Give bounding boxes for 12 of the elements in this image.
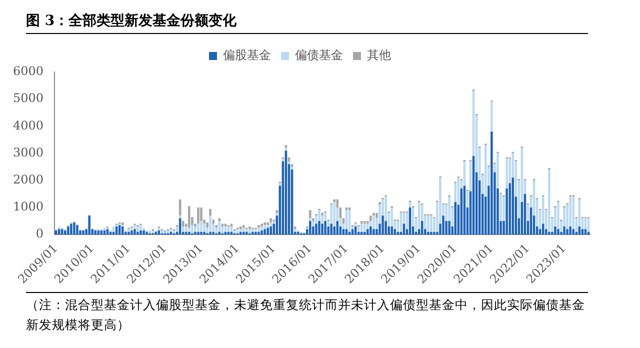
chart-title: 图 3：全部类型新发基金份额变化 bbox=[26, 12, 588, 34]
y-tick-label: 0 bbox=[36, 226, 44, 241]
legend-label: 偏债基金 bbox=[295, 48, 343, 62]
y-tick-label: 5000 bbox=[12, 91, 44, 106]
y-tick-label: 3000 bbox=[12, 145, 44, 160]
y-tick-label: 6000 bbox=[12, 64, 44, 78]
y-tick-label: 2000 bbox=[12, 172, 44, 187]
y-tick-label: 1000 bbox=[12, 200, 44, 214]
legend-label: 偏股基金 bbox=[223, 48, 271, 62]
y-tick-label: 4000 bbox=[12, 118, 44, 132]
legend-label: 其他 bbox=[367, 48, 391, 62]
text: （注：混合型基金计入偏股型基金，未避免重复统计而并未计入偏债型基金中，因此实际偏债基金新发规模将更高） bbox=[26, 292, 588, 335]
